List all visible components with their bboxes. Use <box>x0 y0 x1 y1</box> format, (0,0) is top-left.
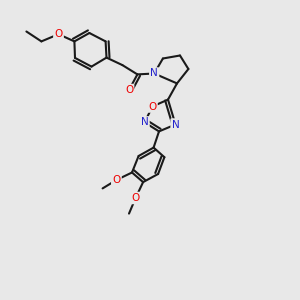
Text: N: N <box>172 119 179 130</box>
Text: O: O <box>131 193 140 203</box>
Text: O: O <box>112 175 121 185</box>
Text: O: O <box>125 85 133 95</box>
Text: O: O <box>54 29 63 39</box>
Text: O: O <box>148 101 157 112</box>
Text: N: N <box>141 117 148 128</box>
Text: N: N <box>150 68 158 79</box>
